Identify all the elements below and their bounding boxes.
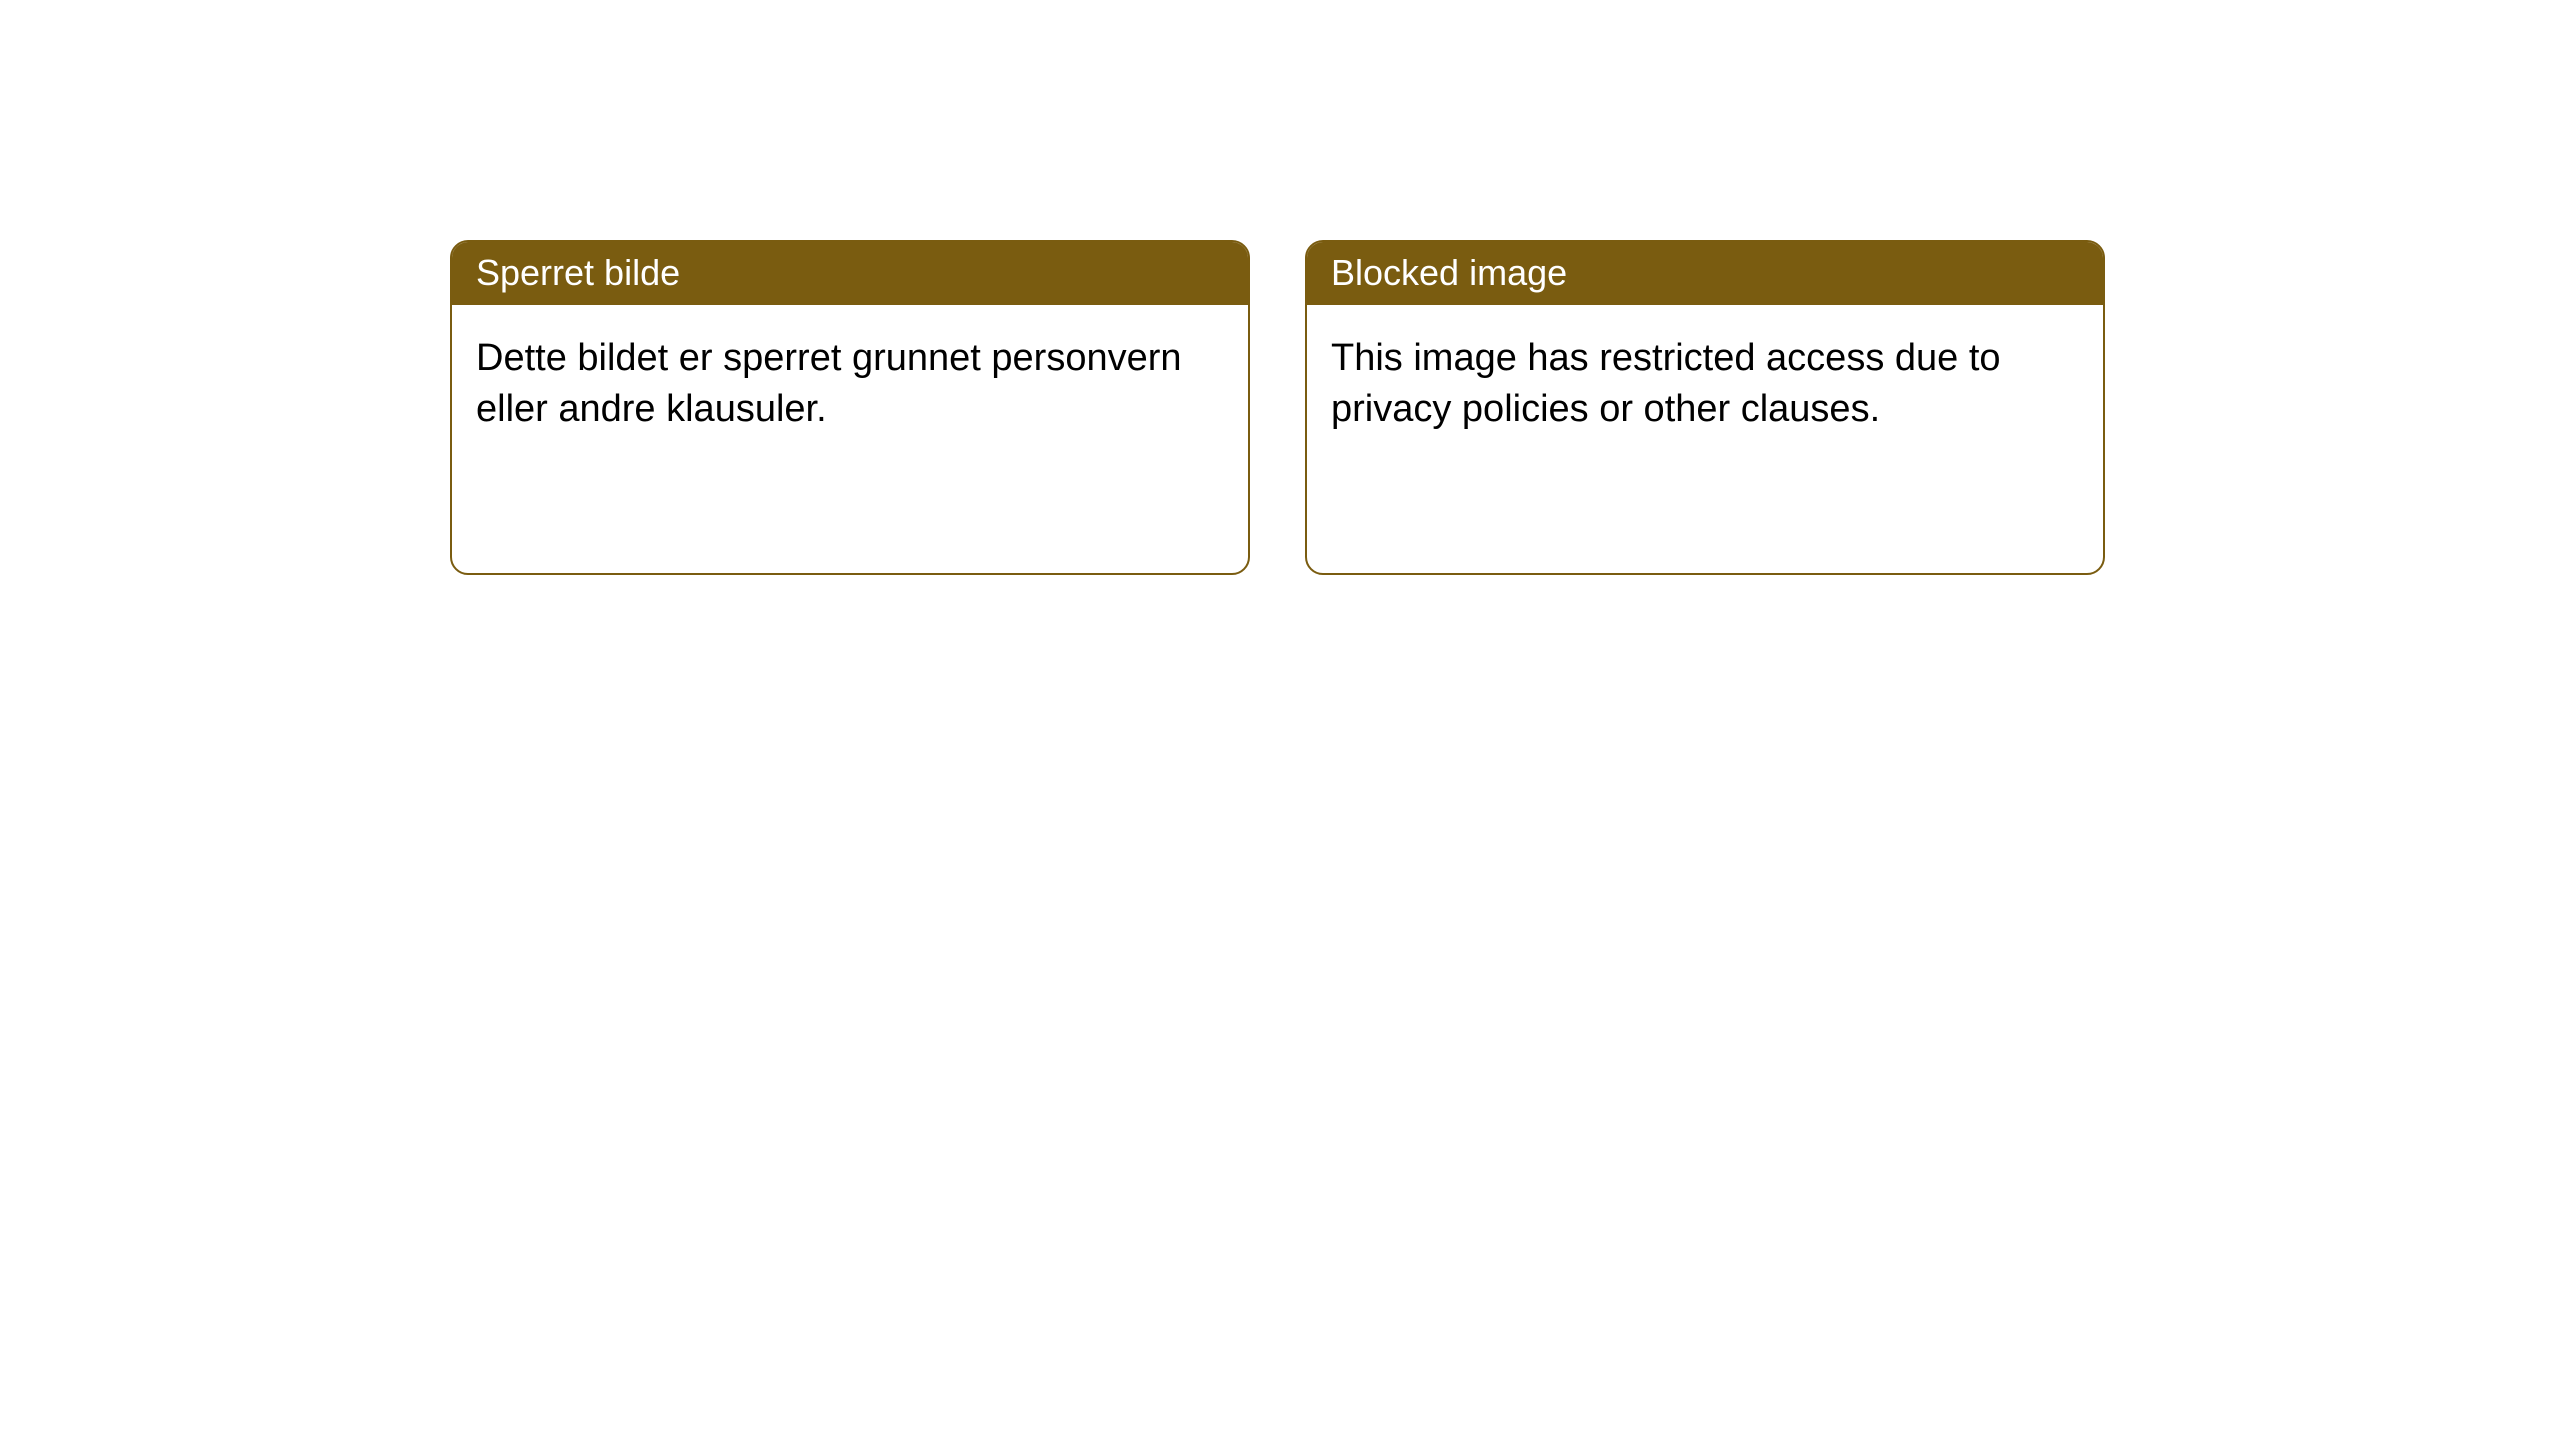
- notice-body: Dette bildet er sperret grunnet personve…: [452, 305, 1248, 464]
- notice-text: This image has restricted access due to …: [1331, 337, 2001, 430]
- notice-text: Dette bildet er sperret grunnet personve…: [476, 337, 1182, 430]
- notice-title: Blocked image: [1331, 252, 1567, 293]
- notice-header: Sperret bilde: [452, 242, 1248, 305]
- notice-box-english: Blocked image This image has restricted …: [1305, 240, 2105, 575]
- notice-box-norwegian: Sperret bilde Dette bildet er sperret gr…: [450, 240, 1250, 575]
- notice-header: Blocked image: [1307, 242, 2103, 305]
- notice-body: This image has restricted access due to …: [1307, 305, 2103, 464]
- notice-container: Sperret bilde Dette bildet er sperret gr…: [450, 240, 2105, 575]
- notice-title: Sperret bilde: [476, 252, 680, 293]
